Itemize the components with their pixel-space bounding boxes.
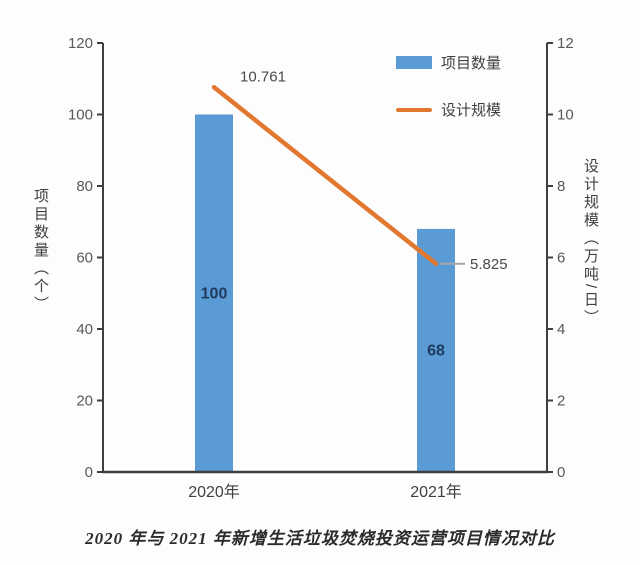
left-axis-title: 项目数量（个）	[32, 188, 49, 314]
design-scale-line	[211, 85, 439, 267]
right-axis-tick-label: 12	[557, 35, 574, 52]
right-axis-tick-label: 2	[557, 393, 565, 410]
right-axis-tick-label: 8	[557, 178, 565, 195]
left-axis-tick-label: 40	[76, 321, 93, 338]
right-axis-tick-label: 0	[557, 464, 565, 481]
left-axis-tick-label: 60	[76, 250, 93, 267]
x-axis-category-label: 2020年	[188, 483, 240, 501]
bar-value-label: 68	[427, 342, 445, 359]
left-axis-tick-label: 80	[76, 178, 93, 195]
left-axis-tick-label: 120	[68, 35, 93, 52]
chart-caption: 2020 年与 2021 年新增生活垃圾焚烧投资运营项目情况对比	[85, 529, 555, 548]
legend-item-design-scale: 设计规模	[396, 99, 546, 120]
left-axis-tick-label: 20	[76, 393, 93, 410]
line-series-swatch	[396, 107, 432, 112]
line-value-label: 10.761	[240, 68, 286, 85]
chart-legend: 项目数量 设计规模	[396, 52, 546, 120]
right-axis-title: 设计规模（万吨/日）	[582, 158, 599, 328]
line-value-label: 5.825	[470, 256, 508, 273]
bar-2020年	[195, 114, 233, 472]
legend-label: 项目数量	[441, 55, 502, 72]
x-axis-category-label: 2021年	[410, 483, 462, 501]
right-axis-tick-label: 6	[557, 250, 565, 267]
left-axis-tick-label: 100	[68, 107, 93, 124]
bar-value-label: 100	[201, 285, 228, 302]
legend-label: 设计规模	[441, 102, 502, 119]
left-axis-tick-label: 0	[85, 464, 93, 481]
bar-2021年	[417, 228, 455, 472]
bar-series-swatch	[396, 56, 432, 69]
right-axis-tick-label: 10	[557, 107, 574, 124]
right-axis-tick-label: 4	[557, 321, 565, 338]
legend-item-projects: 项目数量	[396, 52, 546, 73]
